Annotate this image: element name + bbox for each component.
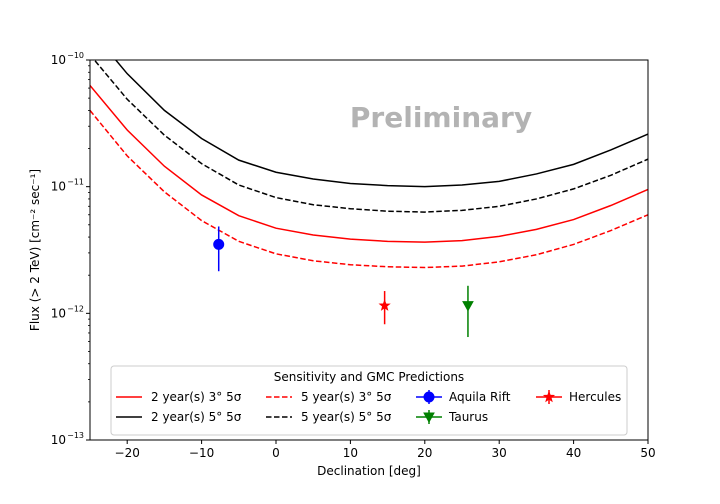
x-tick-label-6: 40 bbox=[566, 446, 581, 460]
y-tick-label-1: 10 bbox=[51, 306, 66, 320]
legend-point-label-2: Hercules bbox=[569, 390, 621, 404]
legend-marker-0 bbox=[423, 391, 435, 403]
series-line-3 bbox=[93, 60, 648, 213]
legend-marker-2 bbox=[542, 390, 556, 403]
y-tick-exponent-1: −12 bbox=[67, 304, 84, 313]
data-point-0 bbox=[213, 238, 225, 250]
x-tick-label-7: 50 bbox=[640, 446, 655, 460]
x-tick-label-2: 0 bbox=[272, 446, 280, 460]
y-tick-exponent-0: −13 bbox=[67, 431, 84, 440]
series-line-2 bbox=[90, 109, 648, 269]
legend-box bbox=[110, 365, 628, 436]
y-tick-label-3: 10 bbox=[51, 53, 66, 67]
sensitivity-curves bbox=[90, 60, 648, 269]
data-point-2 bbox=[378, 299, 391, 311]
y-tick-label-0: 10 bbox=[51, 433, 66, 447]
x-tick-label-4: 20 bbox=[417, 446, 432, 460]
legend-label-1: 2 year(s) 5° 5σ bbox=[151, 410, 242, 424]
axes-frame bbox=[89, 59, 649, 441]
y-tick-exponent-2: −11 bbox=[67, 178, 84, 187]
y-axis-label: Flux (> 2 TeV) [cm⁻² sec⁻¹] bbox=[28, 169, 42, 331]
legend-title: Sensitivity and GMC Predictions bbox=[274, 370, 464, 384]
preliminary-watermark: Preliminary bbox=[350, 101, 532, 134]
legend: Sensitivity and GMC Predictions 2 year(s)… bbox=[110, 365, 628, 436]
legend-marker-1 bbox=[423, 412, 435, 424]
x-tick-label-1: −10 bbox=[189, 446, 214, 460]
y-tick-exponent-3: −10 bbox=[67, 51, 84, 60]
legend-label-0: 2 year(s) 3° 5σ bbox=[151, 390, 242, 404]
legend-label-2: 5 year(s) 3° 5σ bbox=[301, 390, 392, 404]
x-tick-label-3: 10 bbox=[343, 446, 358, 460]
y-tick-label-2: 10 bbox=[51, 180, 66, 194]
x-axis-label: Declination [deg] bbox=[317, 464, 421, 478]
series-line-0 bbox=[90, 84, 648, 243]
x-tick-label-5: 30 bbox=[492, 446, 507, 460]
legend-point-label-0: Aquila Rift bbox=[449, 390, 511, 404]
legend-point-label-1: Taurus bbox=[448, 410, 488, 424]
data-point-1 bbox=[462, 301, 474, 312]
x-tick-label-0: −20 bbox=[115, 446, 140, 460]
gmc-points bbox=[213, 226, 474, 338]
legend-label-3: 5 year(s) 5° 5σ bbox=[301, 410, 392, 424]
series-line-1 bbox=[114, 60, 648, 188]
